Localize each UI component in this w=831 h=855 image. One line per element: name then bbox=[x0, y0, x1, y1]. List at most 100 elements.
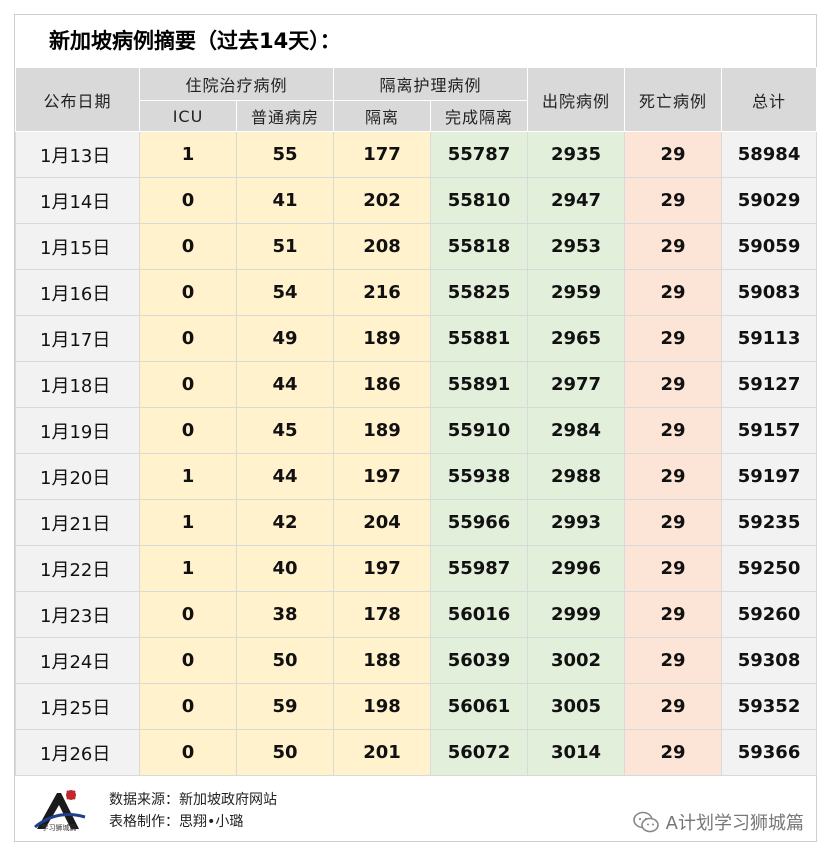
table-row: 1月13日 1 55 177 55787 2935 29 58984 bbox=[15, 131, 818, 178]
cell-completed-isolation: 56016 bbox=[430, 591, 529, 638]
cell-date: 1月25日 bbox=[15, 683, 140, 730]
cell-icu: 1 bbox=[139, 131, 237, 178]
cell-general-ward: 44 bbox=[235, 361, 335, 408]
table-row: 1月17日 0 49 189 55881 2965 29 59113 bbox=[15, 315, 818, 362]
cell-general-ward: 42 bbox=[235, 499, 335, 546]
cell-completed-isolation: 55787 bbox=[430, 131, 529, 178]
header-hospital-group: 住院治疗病例 bbox=[138, 67, 335, 101]
cell-discharged: 2977 bbox=[527, 361, 626, 408]
watermark-text: A计划学习狮城篇 bbox=[665, 813, 804, 834]
cell-total: 59113 bbox=[721, 315, 818, 362]
cell-date: 1月15日 bbox=[15, 223, 140, 270]
page-title: 新加坡病例摘要（过去14天）： bbox=[49, 29, 341, 53]
cell-general-ward: 44 bbox=[235, 453, 335, 500]
cell-discharged: 2953 bbox=[527, 223, 626, 270]
header-isolation: 隔离 bbox=[333, 100, 432, 132]
cell-general-ward: 40 bbox=[235, 545, 335, 592]
cell-isolation: 197 bbox=[333, 453, 432, 500]
cell-isolation: 208 bbox=[333, 223, 432, 270]
cell-deaths: 29 bbox=[624, 177, 723, 224]
table-row: 1月25日 0 59 198 56061 3005 29 59352 bbox=[15, 683, 818, 730]
cell-discharged: 2988 bbox=[527, 453, 626, 500]
cell-icu: 0 bbox=[139, 177, 237, 224]
cell-date: 1月22日 bbox=[15, 545, 140, 592]
cell-total: 59352 bbox=[721, 683, 818, 730]
cell-isolation: 178 bbox=[333, 591, 432, 638]
table-row: 1月21日 1 42 204 55966 2993 29 59235 bbox=[15, 499, 818, 546]
header-discharged: 出院病例 bbox=[527, 67, 626, 132]
cell-date: 1月17日 bbox=[15, 315, 140, 362]
cell-date: 1月21日 bbox=[15, 499, 140, 546]
table-row: 1月26日 0 50 201 56072 3014 29 59366 bbox=[15, 729, 818, 776]
cell-discharged: 2996 bbox=[527, 545, 626, 592]
cell-total: 59083 bbox=[721, 269, 818, 316]
lion-city-logo-icon bbox=[31, 787, 87, 837]
cell-icu: 1 bbox=[139, 545, 237, 592]
cell-deaths: 29 bbox=[624, 591, 723, 638]
table-body: 1月13日 1 55 177 55787 2935 29 58984 1月14日 0 41 202 55… bbox=[15, 131, 818, 776]
cell-date: 1月26日 bbox=[15, 729, 140, 776]
table-row: 1月14日 0 41 202 55810 2947 29 59029 bbox=[15, 177, 818, 224]
cell-completed-isolation: 55881 bbox=[430, 315, 529, 362]
cell-discharged: 2935 bbox=[527, 131, 626, 178]
cell-date: 1月13日 bbox=[15, 131, 140, 178]
cell-deaths: 29 bbox=[624, 315, 723, 362]
cell-date: 1月20日 bbox=[15, 453, 140, 500]
footer: 学习狮城篇 数据来源：新加坡政府网站 表格制作：思翔•小璐 A计划学习狮城篇 bbox=[15, 775, 816, 841]
cell-deaths: 29 bbox=[624, 131, 723, 178]
cell-deaths: 29 bbox=[624, 269, 723, 316]
cell-icu: 0 bbox=[139, 729, 237, 776]
header-general-ward: 普通病房 bbox=[235, 100, 335, 132]
cell-isolation: 201 bbox=[333, 729, 432, 776]
cell-discharged: 2993 bbox=[527, 499, 626, 546]
cell-deaths: 29 bbox=[624, 407, 723, 454]
cell-completed-isolation: 56039 bbox=[430, 637, 529, 684]
table-row: 1月22日 1 40 197 55987 2996 29 59250 bbox=[15, 545, 818, 592]
cell-isolation: 202 bbox=[333, 177, 432, 224]
cell-isolation: 186 bbox=[333, 361, 432, 408]
cell-general-ward: 45 bbox=[235, 407, 335, 454]
cell-deaths: 29 bbox=[624, 637, 723, 684]
cell-general-ward: 49 bbox=[235, 315, 335, 362]
cell-completed-isolation: 55910 bbox=[430, 407, 529, 454]
cell-icu: 0 bbox=[139, 223, 237, 270]
cell-icu: 0 bbox=[139, 637, 237, 684]
cell-icu: 0 bbox=[139, 591, 237, 638]
cell-date: 1月24日 bbox=[15, 637, 140, 684]
data-source: 数据来源：新加坡政府网站 bbox=[109, 792, 277, 808]
cell-discharged: 3002 bbox=[527, 637, 626, 684]
cell-isolation: 198 bbox=[333, 683, 432, 730]
table-row: 1月18日 0 44 186 55891 2977 29 59127 bbox=[15, 361, 818, 408]
table-maker: 表格制作：思翔•小璐 bbox=[109, 814, 244, 830]
cell-deaths: 29 bbox=[624, 729, 723, 776]
table-row: 1月16日 0 54 216 55825 2959 29 59083 bbox=[15, 269, 818, 316]
cell-discharged: 3014 bbox=[527, 729, 626, 776]
cell-isolation: 204 bbox=[333, 499, 432, 546]
cell-deaths: 29 bbox=[624, 361, 723, 408]
cell-total: 58984 bbox=[721, 131, 818, 178]
cell-discharged: 3005 bbox=[527, 683, 626, 730]
cell-total: 59250 bbox=[721, 545, 818, 592]
cell-general-ward: 54 bbox=[235, 269, 335, 316]
header-total: 总计 bbox=[721, 67, 818, 132]
header-date: 公布日期 bbox=[15, 67, 140, 132]
cases-table: 公布日期 住院治疗病例 隔离护理病例 出院病例 死亡病例 总计 ICU 普通病房… bbox=[15, 67, 818, 776]
table-row: 1月23日 0 38 178 56016 2999 29 59260 bbox=[15, 591, 818, 638]
cell-total: 59366 bbox=[721, 729, 818, 776]
cell-date: 1月19日 bbox=[15, 407, 140, 454]
table-row: 1月19日 0 45 189 55910 2984 29 59157 bbox=[15, 407, 818, 454]
cell-date: 1月14日 bbox=[15, 177, 140, 224]
header-completed-isolation: 完成隔离 bbox=[430, 100, 529, 132]
cell-icu: 0 bbox=[139, 269, 237, 316]
table-row: 1月20日 1 44 197 55938 2988 29 59197 bbox=[15, 453, 818, 500]
cell-completed-isolation: 56072 bbox=[430, 729, 529, 776]
cell-completed-isolation: 55891 bbox=[430, 361, 529, 408]
cell-isolation: 197 bbox=[333, 545, 432, 592]
header-icu: ICU bbox=[139, 100, 237, 132]
cell-deaths: 29 bbox=[624, 545, 723, 592]
cell-icu: 1 bbox=[139, 453, 237, 500]
cell-icu: 1 bbox=[139, 499, 237, 546]
cell-completed-isolation: 55966 bbox=[430, 499, 529, 546]
cell-isolation: 188 bbox=[333, 637, 432, 684]
cell-total: 59127 bbox=[721, 361, 818, 408]
